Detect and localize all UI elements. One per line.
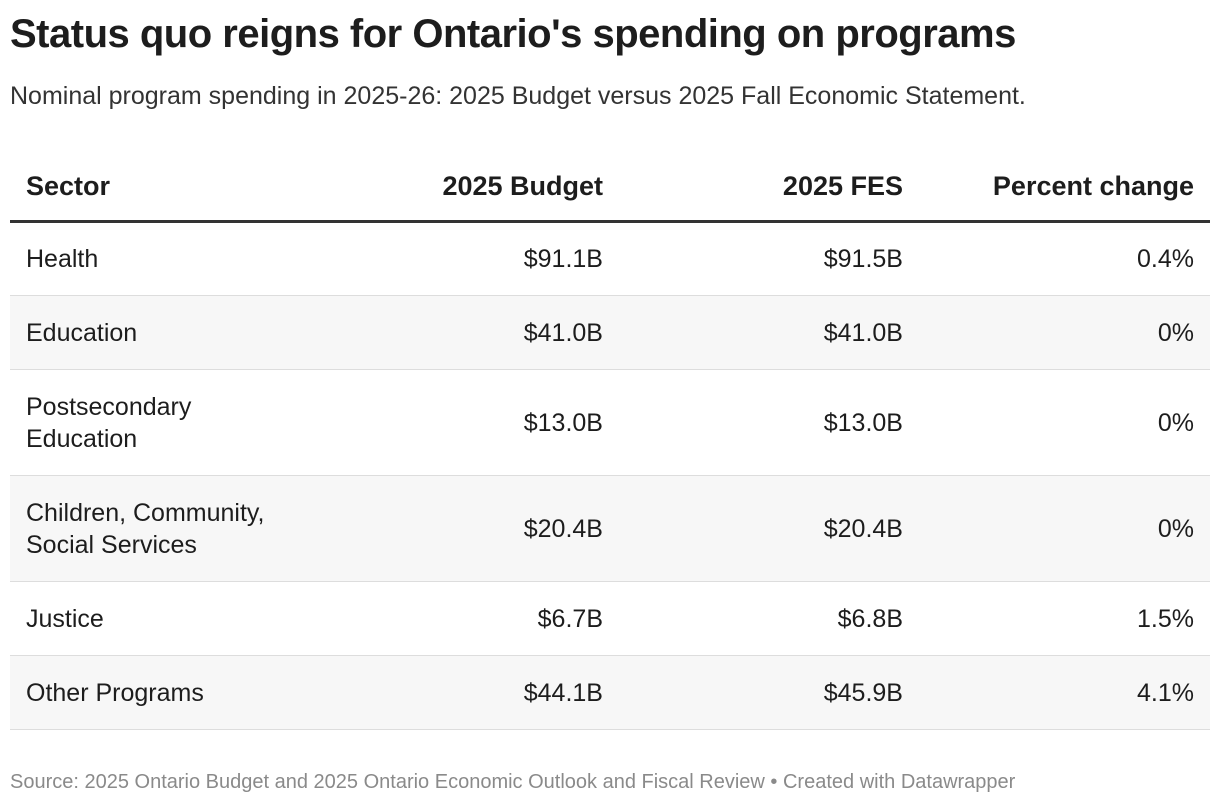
value-cell: $41.0B [619, 295, 919, 370]
sector-cell: Children, Community, Social Services [10, 475, 320, 582]
table-row: Children, Community, Social Services $20.… [10, 475, 1210, 582]
value-cell: 1.5% [919, 581, 1210, 656]
sector-cell: Education [10, 295, 320, 370]
value-cell: 0% [919, 369, 1210, 476]
value-cell: 0% [919, 295, 1210, 370]
header-row: Sector 2025 Budget 2025 FES Percent change [10, 152, 1210, 223]
value-cell: 4.1% [919, 655, 1210, 730]
value-cell: 0% [919, 475, 1210, 582]
value-cell: $45.9B [619, 655, 919, 730]
value-cell: $91.5B [619, 221, 919, 296]
value-cell: $13.0B [619, 369, 919, 476]
column-header: 2025 Budget [320, 152, 619, 223]
sector-cell: Other Programs [10, 655, 320, 730]
table-head: Sector 2025 Budget 2025 FES Percent change [10, 152, 1210, 223]
value-cell: $41.0B [320, 295, 619, 370]
title: Status quo reigns for Ontario's spending… [10, 12, 1016, 56]
sector-cell: Health [10, 221, 320, 296]
value-cell: $6.8B [619, 581, 919, 656]
value-cell: $13.0B [320, 369, 619, 476]
value-cell: $6.7B [320, 581, 619, 656]
value-cell: $91.1B [320, 221, 619, 296]
table-row: Education $41.0B $41.0B 0% [10, 295, 1210, 370]
sector-cell: Postsecondary Education [10, 369, 320, 476]
table-body: Health $91.1B $91.5B 0.4% Education $41.0B $41… [10, 221, 1210, 730]
column-header: Percent change [919, 152, 1210, 223]
data-table: Sector 2025 Budget 2025 FES Percent change … [10, 152, 1210, 730]
table-row: Health $91.1B $91.5B 0.4% [10, 221, 1210, 296]
column-header: Sector [10, 152, 320, 223]
column-header: 2025 FES [619, 152, 919, 223]
value-cell: $20.4B [320, 475, 619, 582]
value-cell: $44.1B [320, 655, 619, 730]
table-row: Other Programs $44.1B $45.9B 4.1% [10, 655, 1210, 730]
table-row: Justice $6.7B $6.8B 1.5% [10, 581, 1210, 656]
source: Source: 2025 Ontario Budget and 2025 Ont… [10, 771, 1016, 793]
value-cell: $20.4B [619, 475, 919, 582]
subtitle: Nominal program spending in 2025-26: 202… [10, 82, 1026, 110]
table-row: Postsecondary Education $13.0B $13.0B 0% [10, 369, 1210, 476]
sector-cell: Justice [10, 581, 320, 656]
value-cell: 0.4% [919, 221, 1210, 296]
